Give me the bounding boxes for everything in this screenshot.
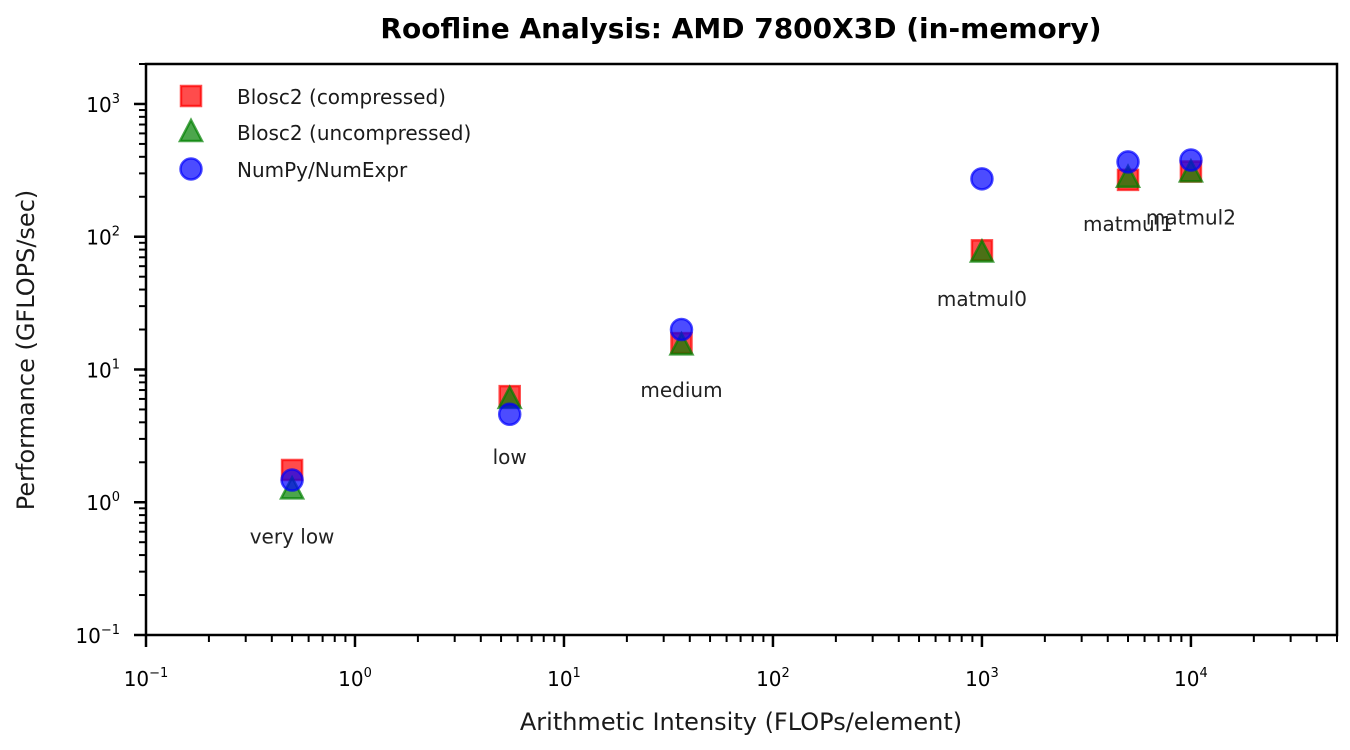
y-axis-label: Performance (GFLOPS/sec) — [12, 190, 40, 511]
y-tick-label: 102 — [86, 225, 120, 250]
triangle-marker — [1114, 163, 1142, 189]
x-tick-label: 103 — [965, 666, 999, 691]
legend-item-compressed: Blosc2 (compressed) — [179, 84, 446, 109]
circle-marker — [497, 402, 522, 427]
y-tick-label: 103 — [86, 92, 120, 117]
y-tick-label: 100 — [86, 490, 120, 515]
x-tick-label: 104 — [1174, 666, 1208, 691]
triangle-marker — [968, 237, 996, 263]
legend: Blosc2 (compressed) Blosc2 (uncompressed… — [177, 84, 471, 182]
y-tick-label: 101 — [86, 357, 120, 382]
legend-label: Blosc2 (compressed) — [237, 85, 446, 109]
circle-marker-icon — [179, 157, 203, 181]
x-axis-tick-labels: 10−1 100 101 102 103 104 — [124, 666, 1208, 691]
circle-marker — [970, 167, 994, 191]
circle-marker — [669, 317, 694, 342]
legend-item-numpy: NumPy/NumExpr — [179, 157, 408, 182]
y-axis-tick-labels: 10−1 100 101 102 103 — [75, 92, 120, 648]
point-annotation: matmul2 — [1146, 205, 1236, 229]
x-tick-label: 10−1 — [124, 666, 169, 691]
legend-label: NumPy/NumExpr — [237, 158, 408, 182]
triangle-marker — [668, 330, 695, 356]
circle-marker — [1116, 150, 1140, 174]
point-annotation: matmul0 — [937, 287, 1027, 311]
circle-marker — [280, 468, 304, 492]
triangle-marker-icon — [177, 117, 205, 143]
x-tick-label: 101 — [547, 666, 581, 691]
x-axis-ticks — [144, 635, 1338, 647]
y-tick-label: 10−1 — [75, 623, 120, 648]
plot-area: 10−1 100 101 102 103 104 10−1 100 101 102 103 ver… — [75, 62, 1339, 691]
x-tick-label: 100 — [338, 666, 372, 691]
chart-title: Roofline Analysis: AMD 7800X3D (in-memor… — [380, 12, 1101, 45]
point-annotation: medium — [640, 378, 722, 402]
point-annotation: low — [493, 445, 527, 469]
legend-label: Blosc2 (uncompressed) — [237, 121, 471, 145]
data-points — [279, 148, 1204, 500]
plot-frame — [144, 62, 1339, 637]
square-marker-icon — [179, 84, 203, 108]
x-axis-label: Arithmetic Intensity (FLOPs/element) — [520, 708, 962, 736]
y-axis-ticks — [134, 63, 146, 637]
point-annotation: very low — [250, 525, 335, 549]
legend-item-uncompressed: Blosc2 (uncompressed) — [177, 117, 471, 145]
circle-marker — [1179, 148, 1203, 172]
point-annotation: matmul1 — [1083, 212, 1173, 236]
x-tick-label: 102 — [756, 666, 790, 691]
